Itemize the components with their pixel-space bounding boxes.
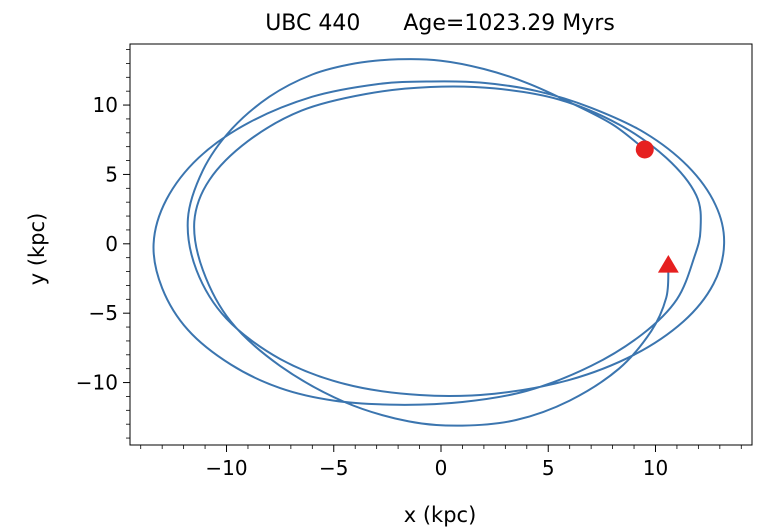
y-tick-label: −5 [89,301,118,325]
y-axis-label: y (kpc) [25,213,49,286]
chart-title: UBC 440 Age=1023.29 Myrs [265,11,615,36]
marker-layer [635,140,679,273]
orbit-line [152,58,726,427]
x-tick-label: 10 [643,456,668,480]
y-tick-label: 10 [93,93,118,117]
minor-ticks [126,49,742,449]
x-axis-label: x (kpc) [404,503,477,527]
major-ticks [123,104,656,452]
plot-frame [129,43,753,446]
x-tick-labels: −10 −5 0 5 10 [205,456,668,480]
chart-title-name: UBC 440 [265,11,360,36]
y-tick-label: 0 [105,232,118,256]
x-tick-label: 0 [435,456,448,480]
series-layer [152,58,726,427]
y-tick-label: 5 [105,162,118,186]
x-tick-label: −5 [319,456,348,480]
x-tick-label: 5 [542,456,555,480]
y-tick-label: −10 [76,371,118,395]
end-marker-triangle [657,255,679,273]
y-tick-labels: −10 −5 0 5 10 [76,93,118,395]
start-marker-circle [635,140,654,159]
chart-title-age: Age=1023.29 Myrs [403,11,614,36]
x-tick-label: −10 [205,456,247,480]
